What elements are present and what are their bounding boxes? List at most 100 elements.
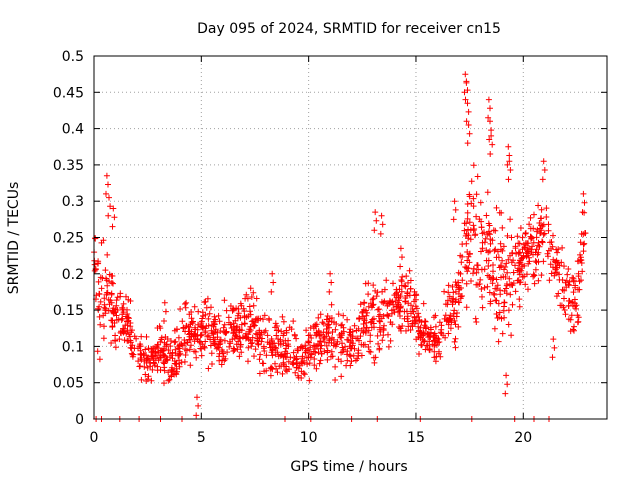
data-point [470, 162, 477, 169]
x-axis-label: GPS time / hours [290, 459, 407, 475]
data-point [365, 291, 372, 298]
data-point [164, 357, 171, 364]
data-point [459, 241, 466, 248]
data-point [142, 346, 149, 353]
data-point [485, 230, 492, 237]
data-point [452, 279, 459, 286]
y-tick-label: 0.4 [62, 122, 84, 138]
data-point [368, 304, 375, 311]
data-point [355, 347, 362, 354]
data-point [109, 307, 116, 314]
data-point [576, 286, 583, 293]
data-point [254, 331, 261, 338]
data-point [161, 318, 167, 324]
data-point [256, 370, 263, 377]
data-point [233, 341, 240, 348]
data-point [144, 355, 151, 362]
data-point [212, 326, 219, 333]
data-point [536, 220, 543, 226]
data-point [234, 312, 241, 319]
data-point [199, 324, 206, 331]
data-point [119, 315, 126, 322]
data-point [413, 291, 419, 298]
data-point [157, 347, 164, 354]
y-tick-label: 0.25 [53, 231, 84, 247]
data-point [387, 337, 394, 344]
data-point [280, 332, 287, 339]
data-point [165, 347, 172, 353]
data-point [125, 337, 132, 344]
data-point [426, 338, 433, 345]
data-point [463, 264, 470, 271]
data-point [493, 311, 500, 317]
data-point [243, 291, 250, 298]
data-point [550, 232, 556, 239]
data-point [581, 240, 588, 247]
data-point [138, 376, 145, 383]
data-point [167, 350, 174, 357]
data-point [479, 239, 486, 246]
data-point [570, 278, 577, 285]
data-point [221, 321, 228, 328]
data-point [509, 301, 516, 308]
data-point [555, 290, 562, 297]
data-point [326, 288, 333, 295]
data-point [274, 349, 281, 356]
data-point [184, 339, 191, 346]
data-point [346, 352, 353, 359]
data-point [503, 372, 510, 379]
data-point [202, 328, 209, 335]
data-point [324, 356, 331, 363]
data-point [161, 367, 168, 374]
data-point [347, 345, 354, 352]
data-point [494, 282, 501, 289]
data-point [530, 225, 537, 232]
data-point [559, 244, 566, 251]
data-point [94, 260, 101, 267]
data-point [245, 344, 252, 351]
data-point [447, 325, 454, 332]
y-tick-label: 0.2 [62, 267, 84, 283]
data-point [399, 254, 405, 261]
data-point [358, 352, 365, 359]
data-point [305, 346, 312, 353]
data-point [570, 289, 577, 296]
data-point [268, 288, 275, 295]
data-point [562, 311, 569, 318]
data-point [103, 275, 109, 282]
data-point [531, 280, 538, 287]
data-point [553, 293, 560, 300]
data-point [344, 316, 351, 323]
data-point [186, 331, 193, 338]
data-point [477, 199, 484, 206]
data-point [466, 219, 473, 226]
data-point [449, 283, 456, 290]
data-point [94, 348, 101, 355]
data-point [581, 230, 588, 237]
data-point [377, 311, 383, 318]
data-point [463, 118, 470, 125]
data-point [329, 329, 336, 335]
data-point [347, 332, 354, 339]
data-point [191, 303, 198, 310]
data-point [193, 412, 200, 419]
data-point [479, 245, 486, 252]
data-point [445, 289, 452, 296]
data-point [178, 359, 185, 366]
data-point [432, 358, 439, 365]
data-point [120, 300, 127, 307]
data-point [161, 380, 167, 387]
data-point [578, 277, 584, 284]
data-point [548, 245, 554, 252]
data-point [148, 353, 155, 359]
data-point [107, 203, 114, 210]
data-point [165, 369, 172, 376]
data-point [343, 351, 350, 358]
data-point [422, 318, 429, 325]
data-point [269, 352, 276, 359]
data-point [482, 235, 489, 242]
data-point [445, 297, 451, 304]
data-point [421, 322, 428, 329]
y-tick-label: 0.05 [53, 376, 84, 392]
